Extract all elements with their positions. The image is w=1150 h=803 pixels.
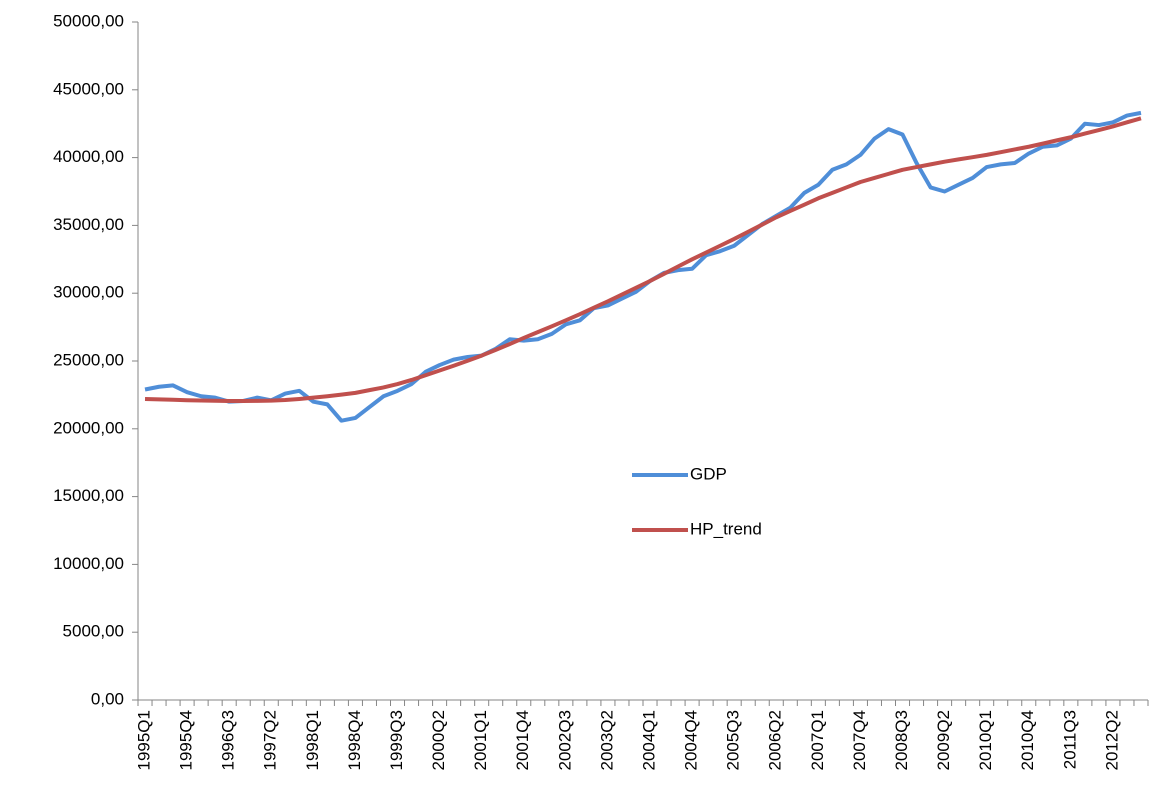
y-tick-label: 35000,00 xyxy=(53,215,124,234)
y-tick-label: 30000,00 xyxy=(53,283,124,302)
series-line xyxy=(144,116,1142,403)
series-line xyxy=(144,110,1142,423)
y-tick-label: 20000,00 xyxy=(53,418,124,437)
y-tick-label: 40000,00 xyxy=(53,147,124,166)
y-tick-label: 25000,00 xyxy=(53,350,124,369)
x-tick-label: 2004Q4 xyxy=(682,710,701,771)
y-tick-label: 50000,00 xyxy=(53,11,124,30)
x-tick-label: 2010Q1 xyxy=(976,710,995,771)
x-tick-label: 1996Q3 xyxy=(219,710,238,771)
y-tick-label: 0,00 xyxy=(91,689,124,708)
x-tick-label: 2008Q3 xyxy=(892,710,911,771)
x-tick-label: 2000Q2 xyxy=(429,710,448,771)
x-tick-label: 2012Q2 xyxy=(1102,710,1121,771)
x-tick-label: 2009Q2 xyxy=(934,710,953,771)
x-tick-label: 1999Q3 xyxy=(387,710,406,771)
x-tick-label: 2007Q4 xyxy=(850,710,869,771)
x-tick-label: 2002Q3 xyxy=(555,710,574,771)
y-tick-label: 45000,00 xyxy=(53,79,124,98)
x-tick-label: 1998Q1 xyxy=(303,710,322,771)
x-tick-label: 2005Q3 xyxy=(724,710,743,771)
x-tick-label: 2001Q1 xyxy=(471,710,490,771)
x-tick-label: 1998Q4 xyxy=(345,710,364,771)
x-tick-label: 1995Q4 xyxy=(177,710,196,771)
x-tick-label: 2004Q1 xyxy=(639,710,658,771)
x-tick-label: 1997Q2 xyxy=(261,710,280,771)
y-tick-label: 15000,00 xyxy=(53,486,124,505)
x-tick-label: 1995Q1 xyxy=(134,710,153,771)
x-tick-label: 2003Q2 xyxy=(597,710,616,771)
x-tick-label: 2010Q4 xyxy=(1018,710,1037,771)
x-tick-label: 2011Q3 xyxy=(1060,710,1079,769)
x-tick-label: 2007Q1 xyxy=(808,710,827,771)
x-tick-label: 2006Q2 xyxy=(766,710,785,771)
y-tick-label: 5000,00 xyxy=(63,622,124,641)
legend-label: GDP xyxy=(690,464,727,483)
y-tick-label: 10000,00 xyxy=(53,554,124,573)
legend-label: HP_trend xyxy=(690,519,762,538)
x-tick-label: 2001Q4 xyxy=(513,710,532,771)
